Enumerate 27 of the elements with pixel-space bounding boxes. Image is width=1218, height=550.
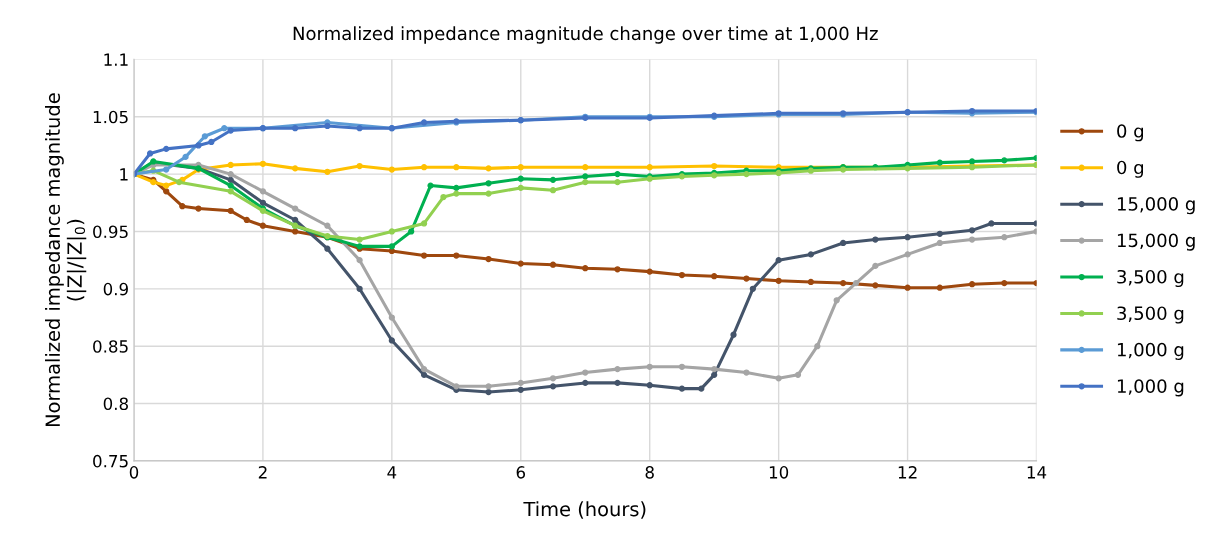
y-tick-label: 1 [120,168,128,181]
x-tick-label: 14 [1027,466,1047,479]
legend-label: 15,000 g [1117,233,1195,251]
x-axis-title: Time (hours) [523,501,646,519]
x-tick-label: 0 [129,466,139,479]
y-tick-label: 0.75 [93,454,128,468]
y-tick-label: 0.8 [103,397,128,411]
x-tick-label: 2 [258,466,267,479]
y-tick-label: 1.05 [93,110,128,124]
chart-title: Normalized impedance magnitude change over time at 1,000 Hz [293,26,878,44]
x-tick-label: 4 [387,466,397,479]
y-tick-label: 1.1 [104,53,128,66]
legend-label: 3,500 g [1117,306,1184,324]
legend-label: 1,000 g [1117,379,1184,397]
legend-label: 15,000 g [1117,197,1195,215]
y-tick-label: 0.9 [103,282,128,296]
x-tick-label: 8 [645,466,654,479]
legend-label: 1,000 g [1117,342,1184,360]
y-axis-title: Normalized impedance magnitude (|Z|/|Z|$_{0}$) [45,93,87,427]
x-tick-label: 12 [898,466,917,479]
y-tick-label: 0.95 [93,225,128,239]
y-tick-label: 0.85 [93,340,128,353]
legend-label: 0 g [1117,160,1144,178]
legend-label: 0 g [1117,124,1144,142]
x-tick-label: 6 [516,466,526,479]
x-tick-label: 10 [769,466,789,479]
legend-label: 3,500 g [1117,269,1184,288]
